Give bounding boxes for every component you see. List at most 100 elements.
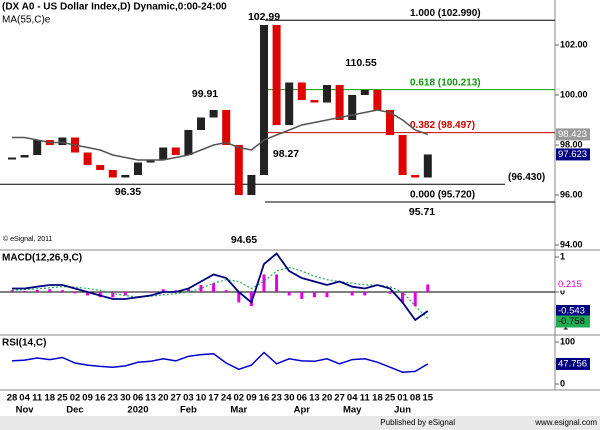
x-tick-label: 27: [334, 393, 345, 404]
x-tick-label: 16: [259, 393, 270, 404]
annotation: 96.35: [115, 186, 141, 198]
histogram-bar: [161, 289, 165, 292]
footer-left: Published by eSignal: [380, 418, 455, 427]
level-label: 0.382 (98.497): [410, 120, 475, 131]
x-tick-label: 10: [196, 393, 207, 404]
x-tick-label: 20: [158, 393, 169, 404]
x-tick-label: 15: [423, 393, 434, 404]
level-label: 0.000 (95.720): [410, 190, 475, 201]
candle: [121, 175, 130, 178]
histogram-bar: [401, 291, 405, 303]
y-tick-label: 98.00: [560, 139, 583, 149]
footer-right: www.esignal.com: [534, 418, 597, 427]
annotation: 110.55: [345, 57, 377, 69]
chart-title: (DX A0 - US Dollar Index,D) Dynamic,0:00…: [2, 2, 227, 13]
x-tick-label: 11: [360, 393, 371, 404]
histogram-bar: [224, 290, 228, 292]
x-tick-label: 02: [70, 393, 81, 404]
histogram-bar: [35, 289, 39, 292]
level-label: (96.430): [508, 172, 545, 183]
histogram-bar: [300, 291, 304, 299]
annotation: 99.91: [192, 88, 218, 100]
macd-title: MACD(12,26,9,C): [2, 253, 82, 264]
value-box-label: -0.758: [558, 316, 585, 327]
rsi-title: RSI(14,C): [2, 338, 46, 349]
candle: [209, 110, 218, 118]
x-group-label: May: [343, 405, 362, 416]
y-tick-label: 96.00: [560, 189, 583, 199]
candle: [247, 175, 256, 195]
value-box: [556, 128, 590, 141]
histogram-bar: [60, 290, 64, 292]
candle: [348, 95, 357, 120]
candle: [83, 152, 92, 165]
x-tick-label: 13: [309, 393, 320, 404]
credit: © eSignal, 2011: [3, 235, 53, 243]
candle: [285, 82, 294, 125]
value-box-label: 97.623: [558, 149, 587, 160]
value-box-label: 47.756: [558, 358, 587, 369]
x-tick-label: 04: [347, 393, 358, 404]
x-tick-label: 18: [372, 393, 383, 404]
value-box: [556, 357, 590, 370]
candle: [423, 154, 432, 178]
value-box: [556, 148, 590, 161]
x-tick-label: 09: [246, 393, 257, 404]
value-box-label: 98.423: [558, 129, 587, 140]
x-tick-label: 01: [397, 393, 408, 404]
histogram-bar: [312, 291, 316, 298]
x-tick-label: 18: [45, 393, 56, 404]
histogram-bar: [10, 290, 14, 292]
histogram-bar: [186, 288, 190, 292]
candle: [134, 162, 142, 175]
candle: [108, 170, 117, 178]
candle: [323, 85, 331, 103]
x-tick-label: 02: [234, 393, 245, 404]
histogram-bar: [363, 291, 367, 296]
histogram-bar: [249, 291, 253, 306]
histogram-bar: [23, 290, 27, 292]
histogram-bar: [426, 284, 430, 292]
y-tick-label: 100.00: [560, 89, 588, 99]
x-group-label: 2020: [127, 405, 148, 416]
value-box: [556, 278, 590, 291]
x-tick-label: 13: [145, 393, 156, 404]
x-tick-label: 25: [57, 393, 68, 404]
x-tick-label: 23: [108, 393, 119, 404]
y-tick-label: 0: [560, 286, 565, 296]
annotation: 94.65: [231, 234, 257, 246]
value-box-label: 0.215: [558, 279, 582, 290]
rsi-line: [11, 351, 429, 373]
x-group-label: Nov: [16, 405, 35, 416]
y-tick-label: 100: [560, 336, 575, 346]
annotation: 95.71: [409, 206, 435, 218]
x-group-label: Dec: [66, 405, 83, 416]
candle: [159, 147, 168, 160]
x-tick-label: 24: [221, 393, 232, 404]
candle: [360, 90, 369, 95]
histogram-bar: [73, 291, 77, 294]
macd-line: [12, 252, 429, 322]
x-tick-label: 25: [385, 393, 396, 404]
candle: [171, 147, 180, 155]
candle: [58, 137, 67, 145]
candle: [20, 155, 29, 158]
candle: [411, 175, 420, 178]
candle: [260, 25, 268, 175]
candle: [398, 135, 407, 175]
candle: [234, 145, 243, 195]
value-box: [556, 304, 590, 317]
x-tick-label: 20: [322, 393, 333, 404]
level-label: 0.618 (100.213): [410, 77, 481, 88]
x-tick-label: 23: [271, 393, 282, 404]
x-tick-label: 30: [284, 393, 295, 404]
value-box: [556, 315, 590, 328]
x-tick-label: 17: [208, 393, 219, 404]
candle: [373, 90, 382, 110]
ma-label: MA(55,C)e: [2, 15, 51, 26]
x-tick-label: 16: [95, 393, 106, 404]
x-tick-label: 03: [183, 393, 194, 404]
x-group-label: Feb: [180, 405, 197, 416]
histogram-bar: [262, 274, 266, 292]
footer-bar: [0, 416, 600, 430]
